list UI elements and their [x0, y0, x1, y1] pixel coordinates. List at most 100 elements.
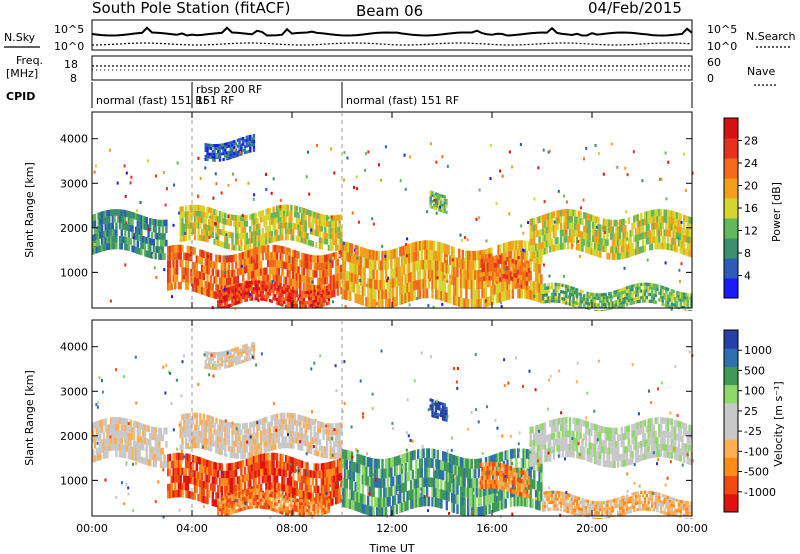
heatmap-cell — [261, 228, 264, 234]
heatmap-cell — [259, 495, 263, 499]
heatmap-cell — [333, 227, 336, 234]
heatmap-cell — [92, 221, 95, 228]
heatmap-cell — [95, 447, 98, 455]
heatmap-cell — [550, 225, 554, 232]
heatmap-cell — [617, 306, 620, 308]
heatmap-cell — [256, 462, 259, 470]
heatmap-cell — [536, 263, 539, 273]
heatmap-cell — [534, 262, 538, 273]
heatmap-cell — [640, 232, 643, 240]
heatmap-cell — [195, 470, 198, 479]
heatmap-cell — [342, 270, 345, 280]
heatmap-cell — [381, 299, 384, 308]
heatmap-cell — [297, 432, 300, 439]
heatmap-cell — [379, 289, 382, 300]
heatmap-cell — [231, 504, 234, 508]
heatmap-cell — [343, 251, 347, 261]
heatmap-cell — [220, 504, 223, 508]
heatmap-cell — [333, 490, 336, 498]
heatmap-cell — [179, 259, 182, 267]
heatmap-cell — [286, 506, 289, 510]
heatmap-cell — [611, 233, 614, 240]
heatmap-cell — [284, 509, 288, 513]
heatmap-cell — [293, 290, 297, 294]
heatmap-cell — [134, 421, 138, 428]
heatmap-cell — [309, 300, 313, 304]
heatmap-cell — [649, 210, 652, 217]
heatmap-cell — [593, 303, 597, 307]
heatmap-cell — [286, 269, 289, 278]
heatmap-cell — [320, 470, 323, 479]
heatmap-cell — [313, 485, 316, 493]
heatmap-cell — [399, 179, 402, 183]
heatmap-cell — [109, 148, 111, 152]
heatmap-cell — [429, 193, 432, 197]
heatmap-cell — [288, 299, 291, 303]
heatmap-cell — [274, 252, 277, 260]
heatmap-cell — [349, 262, 352, 273]
heatmap-cell — [226, 156, 229, 160]
heatmap-cell — [330, 147, 333, 151]
heatmap-cell — [315, 463, 318, 471]
heatmap-cell — [322, 434, 325, 441]
heatmap-cell — [256, 492, 259, 500]
heatmap-cell — [100, 446, 104, 453]
heatmap-cell — [572, 236, 575, 243]
heatmap-cell — [674, 238, 677, 246]
heatmap-cell — [483, 267, 486, 272]
heatmap-cell — [286, 499, 289, 504]
heatmap-cell — [429, 196, 432, 200]
heatmap-cell — [622, 300, 625, 305]
heatmap-cell — [243, 148, 247, 152]
heatmap-cell — [466, 238, 469, 242]
heatmap-cell — [483, 276, 486, 281]
heatmap-cell — [279, 286, 282, 290]
heatmap-cell — [306, 491, 309, 500]
heatmap-cell — [302, 225, 306, 232]
heatmap-cell — [297, 224, 300, 231]
heatmap-cell — [206, 489, 209, 497]
heatmap-cell — [272, 426, 275, 433]
heatmap-cell — [184, 460, 188, 469]
heatmap-cell — [436, 241, 439, 252]
heatmap-cell — [200, 458, 204, 466]
heatmap-cell — [222, 285, 225, 293]
heatmap-cell — [199, 479, 202, 487]
heatmap-cell — [465, 260, 468, 270]
heatmap-cell — [527, 277, 531, 282]
heatmap-cell — [308, 470, 311, 478]
heatmap-cell — [472, 299, 475, 308]
heatmap-cell — [575, 243, 579, 251]
heatmap-cell — [438, 290, 441, 301]
heatmap-cell — [184, 252, 188, 261]
heatmap-cell — [256, 437, 259, 444]
heatmap-cell — [440, 209, 443, 213]
heatmap-cell — [94, 164, 97, 168]
heatmap-cell — [288, 418, 291, 425]
heatmap-cell — [242, 503, 245, 508]
heatmap-cell — [583, 238, 586, 246]
heatmap-cell — [664, 261, 667, 265]
heatmap-cell — [240, 441, 243, 447]
heatmap-cell — [370, 298, 373, 308]
heatmap-cell — [252, 137, 256, 140]
heatmap-cell — [617, 296, 620, 300]
heatmap-cell — [209, 445, 213, 452]
heatmap-cell — [536, 216, 539, 224]
heatmap-cell — [158, 427, 161, 435]
heatmap-cell — [124, 418, 127, 425]
heatmap-cell — [667, 287, 670, 292]
heatmap-cell — [175, 489, 179, 498]
heatmap-cell — [247, 428, 250, 435]
heatmap-cell — [120, 209, 123, 217]
heatmap-cell — [122, 431, 125, 438]
heatmap-cell — [558, 216, 561, 224]
heatmap-cell — [295, 431, 298, 438]
heatmap-cell — [209, 207, 213, 214]
heatmap-cell — [688, 296, 691, 300]
heatmap-cell — [495, 284, 498, 294]
heatmap-cell — [115, 417, 118, 424]
heatmap-cell — [629, 250, 632, 257]
heatmap-cell — [213, 238, 216, 245]
heatmap-cell — [220, 229, 223, 236]
